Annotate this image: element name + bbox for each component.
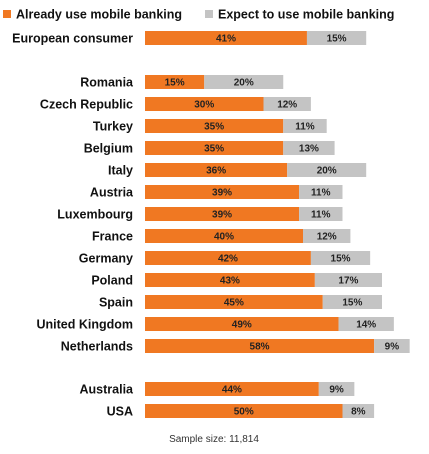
bar-italy-expect-to-use-mobile-banking xyxy=(287,163,367,177)
category-label-poland: Poland xyxy=(91,274,133,288)
bar-label-netherlands-already-use-mobile-banking: 58% xyxy=(250,342,270,353)
category-label-turkey: Turkey xyxy=(93,120,133,134)
bar-spain-already-use-mobile-banking xyxy=(145,295,323,309)
bar-label-turkey-expect-to-use-mobile-banking: 11% xyxy=(295,122,315,133)
bar-poland-expect-to-use-mobile-banking xyxy=(314,273,382,287)
bar-australia-expect-to-use-mobile-banking xyxy=(318,382,355,396)
bar-spain-expect-to-use-mobile-banking xyxy=(322,295,382,309)
category-label-italy: Italy xyxy=(108,164,133,178)
bar-label-european-consumer-already-use-mobile-banking: 41% xyxy=(216,34,236,45)
legend-swatch-already-use-mobile-banking xyxy=(3,10,11,18)
bar-label-romania-already-use-mobile-banking: 15% xyxy=(165,78,185,89)
bar-label-romania-expect-to-use-mobile-banking: 20% xyxy=(234,78,254,89)
bar-label-united-kingdom-expect-to-use-mobile-banking: 14% xyxy=(356,320,376,331)
bar-label-italy-already-use-mobile-banking: 36% xyxy=(206,166,226,177)
bar-label-australia-already-use-mobile-banking: 44% xyxy=(222,385,242,396)
category-label-luxembourg: Luxembourg xyxy=(57,208,133,222)
bar-label-austria-already-use-mobile-banking: 39% xyxy=(212,188,232,199)
bar-austria-expect-to-use-mobile-banking xyxy=(299,185,343,199)
bar-italy-already-use-mobile-banking xyxy=(145,163,288,177)
bar-usa-expect-to-use-mobile-banking xyxy=(342,404,375,418)
category-label-netherlands: Netherlands xyxy=(61,340,133,354)
category-label-belgium: Belgium xyxy=(84,142,133,156)
bar-luxembourg-already-use-mobile-banking xyxy=(145,207,300,221)
sample-size-note: Sample size: 11,814 xyxy=(169,434,259,445)
bar-label-spain-already-use-mobile-banking: 45% xyxy=(224,298,244,309)
bar-united-kingdom-already-use-mobile-banking xyxy=(145,317,339,331)
bar-label-united-kingdom-already-use-mobile-banking: 49% xyxy=(232,320,252,331)
bar-label-france-already-use-mobile-banking: 40% xyxy=(214,232,234,243)
bar-france-already-use-mobile-banking xyxy=(145,229,303,243)
bar-france-expect-to-use-mobile-banking xyxy=(303,229,351,243)
category-label-australia: Australia xyxy=(80,383,135,397)
bar-usa-already-use-mobile-banking xyxy=(145,404,343,418)
bar-label-italy-expect-to-use-mobile-banking: 20% xyxy=(317,166,337,177)
bar-belgium-already-use-mobile-banking xyxy=(145,141,284,155)
bar-label-netherlands-expect-to-use-mobile-banking: 9% xyxy=(385,342,400,353)
bar-label-austria-expect-to-use-mobile-banking: 11% xyxy=(311,188,331,199)
bar-united-kingdom-expect-to-use-mobile-banking xyxy=(338,317,394,331)
bar-label-spain-expect-to-use-mobile-banking: 15% xyxy=(342,298,362,309)
bar-germany-expect-to-use-mobile-banking xyxy=(310,251,371,265)
bar-label-poland-already-use-mobile-banking: 43% xyxy=(220,276,240,287)
category-label-austria: Austria xyxy=(90,186,134,200)
bar-poland-already-use-mobile-banking xyxy=(145,273,315,287)
bar-turkey-expect-to-use-mobile-banking xyxy=(283,119,327,133)
bars: 41% 15% 15% 20% 30% 12% 35% 11% 35% 13% 36% 20% 39% 1… xyxy=(145,31,410,418)
bar-luxembourg-expect-to-use-mobile-banking xyxy=(299,207,343,221)
bar-european-consumer-already-use-mobile-banking xyxy=(145,31,307,45)
category-label-romania: Romania xyxy=(80,76,134,90)
bar-romania-expect-to-use-mobile-banking xyxy=(204,75,284,89)
bar-netherlands-already-use-mobile-banking xyxy=(145,339,375,353)
bar-label-belgium-expect-to-use-mobile-banking: 13% xyxy=(299,144,319,155)
bar-label-france-expect-to-use-mobile-banking: 12% xyxy=(317,232,337,243)
bar-label-poland-expect-to-use-mobile-banking: 17% xyxy=(338,276,358,287)
category-labels: European consumer Romania Czech Republic Tu… xyxy=(12,32,134,419)
bar-germany-already-use-mobile-banking xyxy=(145,251,311,265)
bar-label-germany-already-use-mobile-banking: 42% xyxy=(218,254,238,265)
bar-label-european-consumer-expect-to-use-mobile-banking: 15% xyxy=(327,34,347,45)
category-label-france: France xyxy=(92,230,133,244)
legend-label-expect-to-use-mobile-banking: Expect to use mobile banking xyxy=(218,8,394,22)
bar-romania-already-use-mobile-banking xyxy=(145,75,205,89)
bar-czech-republic-expect-to-use-mobile-banking xyxy=(263,97,311,111)
bar-austria-already-use-mobile-banking xyxy=(145,185,300,199)
category-label-united-kingdom: United Kingdom xyxy=(36,318,133,332)
bar-label-usa-expect-to-use-mobile-banking: 8% xyxy=(351,407,366,418)
category-label-usa: USA xyxy=(107,405,133,419)
bar-label-usa-already-use-mobile-banking: 50% xyxy=(234,407,254,418)
bar-turkey-already-use-mobile-banking xyxy=(145,119,284,133)
bar-australia-already-use-mobile-banking xyxy=(145,382,319,396)
bar-belgium-expect-to-use-mobile-banking xyxy=(283,141,335,155)
bar-label-czech-republic-already-use-mobile-banking: 30% xyxy=(194,100,214,111)
legend-swatch-expect-to-use-mobile-banking xyxy=(205,10,213,18)
category-label-czech-republic: Czech Republic xyxy=(40,98,133,112)
legend-label-already-use-mobile-banking: Already use mobile banking xyxy=(16,8,182,22)
bar-label-australia-expect-to-use-mobile-banking: 9% xyxy=(329,385,344,396)
bar-label-belgium-already-use-mobile-banking: 35% xyxy=(204,144,224,155)
bar-label-luxembourg-expect-to-use-mobile-banking: 11% xyxy=(311,210,331,221)
bar-label-czech-republic-expect-to-use-mobile-banking: 12% xyxy=(277,100,297,111)
category-label-european-consumer: European consumer xyxy=(12,32,133,46)
legend: Already use mobile banking Expect to use … xyxy=(3,8,394,22)
bar-european-consumer-expect-to-use-mobile-banking xyxy=(306,31,367,45)
bar-label-turkey-already-use-mobile-banking: 35% xyxy=(204,122,224,133)
bar-netherlands-expect-to-use-mobile-banking xyxy=(374,339,410,353)
category-label-germany: Germany xyxy=(79,252,133,266)
bar-label-germany-expect-to-use-mobile-banking: 15% xyxy=(331,254,351,265)
category-label-spain: Spain xyxy=(99,296,133,310)
bar-czech-republic-already-use-mobile-banking xyxy=(145,97,264,111)
bar-label-luxembourg-already-use-mobile-banking: 39% xyxy=(212,210,232,221)
